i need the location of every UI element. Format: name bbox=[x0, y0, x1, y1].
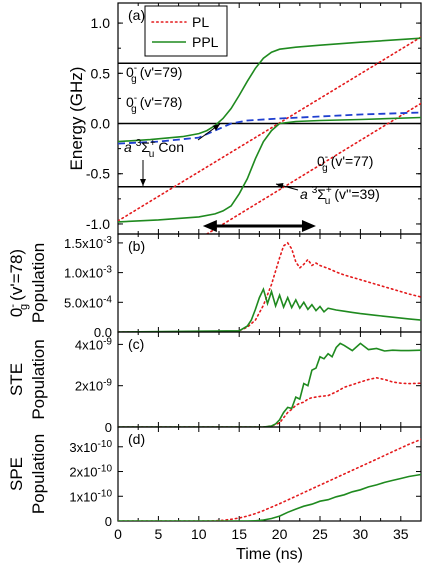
legend-label-PL: PL bbox=[192, 14, 209, 30]
x-tick-label: 0 bbox=[114, 526, 122, 542]
y-tick-label: 0.5 bbox=[91, 65, 111, 81]
series-PL-line bbox=[118, 36, 421, 222]
series-PPL-line bbox=[118, 37, 421, 143]
x-tick-label: 10 bbox=[191, 526, 207, 542]
annotation-triplet-bound: a 3Σ+ u (v''=39) bbox=[300, 185, 380, 207]
panel-label-2: (c) bbox=[128, 336, 144, 352]
annotation-arrow-continuum-head bbox=[212, 124, 220, 131]
y-tick-label: 0 bbox=[105, 420, 112, 435]
y-tick-label: 0.0 bbox=[91, 116, 111, 132]
y-tick-label: 2x10-10 bbox=[69, 464, 112, 480]
y-axis-label-2-1: Population bbox=[29, 339, 48, 419]
series-PPL-line bbox=[118, 342, 421, 427]
y-tick-label: 4x10-9 bbox=[75, 336, 113, 352]
y-axis-label-energy: Energy (GHz) bbox=[67, 67, 86, 171]
y-tick-label: 1.5x10-3 bbox=[64, 235, 112, 251]
legend: PL PPL bbox=[144, 5, 228, 57]
y-axis-label-2-0: STE bbox=[7, 363, 26, 396]
x-tick-label: 15 bbox=[231, 526, 247, 542]
annotation-triplet-continuum: a 3Σ+ u Con bbox=[124, 138, 184, 160]
series-PL-line bbox=[206, 102, 421, 234]
y-tick-label: 1x10-10 bbox=[69, 488, 112, 504]
annotation-arrow-bound-head bbox=[276, 182, 284, 189]
series-auCon-line bbox=[118, 111, 421, 145]
annotation-level-77: 0-g (v'=77) bbox=[317, 152, 373, 174]
x-tick-label: 30 bbox=[353, 526, 369, 542]
y-tick-label: 5.0x10-4 bbox=[64, 294, 112, 310]
panel-label-1: (b) bbox=[128, 238, 145, 254]
double-arrow-head-right bbox=[301, 219, 316, 232]
series-PL-line bbox=[118, 376, 421, 427]
double-arrow-head-left bbox=[202, 219, 217, 232]
annotation-level-79: 0-g (v'=79) bbox=[126, 63, 182, 85]
legend-box bbox=[144, 5, 228, 57]
y-axis-label-1-0: 0-g(v'=78) bbox=[7, 249, 30, 317]
x-tick-label: 35 bbox=[393, 526, 409, 542]
annotation-arrow-down-head bbox=[140, 179, 146, 186]
y-tick-label: -0.5 bbox=[86, 166, 110, 182]
y-tick-label: 0 bbox=[105, 514, 112, 529]
annotation-level-78: 0-g (v'=78) bbox=[126, 93, 182, 115]
panel-frame bbox=[117, 426, 422, 522]
x-tick-label: 25 bbox=[312, 526, 328, 542]
y-tick-label: 0.0 bbox=[94, 325, 112, 340]
panel-label-3: (d) bbox=[128, 431, 145, 447]
series-PPL-line bbox=[118, 116, 421, 223]
y-tick-label: 1.0 bbox=[91, 15, 111, 31]
y-tick-label: -1.0 bbox=[86, 216, 110, 232]
series-PPL-line bbox=[118, 473, 421, 521]
y-tick-label: 1.0x10-3 bbox=[64, 265, 112, 281]
y-tick-label: 2x10-9 bbox=[75, 378, 113, 394]
series-PPL-line bbox=[118, 286, 421, 332]
y-axis-label-3-1: Population bbox=[29, 434, 48, 514]
y-axis-label-3-0: SPE bbox=[7, 457, 26, 491]
x-tick-label: 5 bbox=[155, 526, 163, 542]
y-axis-label-1-1: Population bbox=[29, 243, 48, 323]
legend-label-PPL: PPL bbox=[192, 34, 219, 50]
y-tick-label: 3x10-10 bbox=[69, 439, 112, 455]
panel-label-0: (a) bbox=[128, 7, 145, 23]
x-tick-label: 20 bbox=[272, 526, 288, 542]
x-axis-label: Time (ns) bbox=[236, 546, 303, 563]
